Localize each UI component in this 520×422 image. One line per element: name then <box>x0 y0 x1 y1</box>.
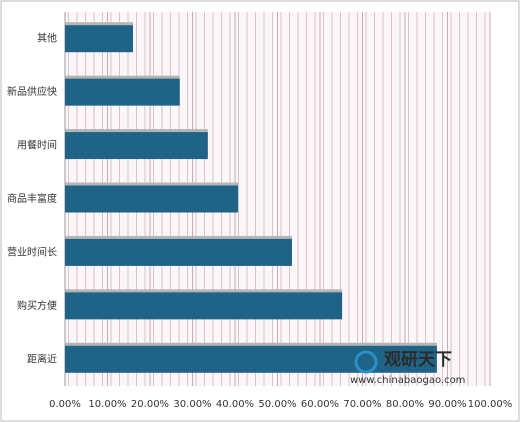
x-tick-label: 0.00% <box>49 399 81 410</box>
x-tick-label: 70.00% <box>343 399 381 410</box>
y-tick-label: 用餐时间 <box>17 139 57 152</box>
watermark-url: www.chinabaogao.com <box>350 375 465 386</box>
y-tick-label: 商品丰富度 <box>7 192 57 205</box>
bar <box>65 238 292 266</box>
x-tick-label: 30.00% <box>173 399 211 410</box>
x-tick-label: 50.00% <box>258 399 296 410</box>
x-tick-label: 80.00% <box>386 399 424 410</box>
bar <box>65 292 343 320</box>
bar <box>65 345 437 373</box>
y-tick-label: 其他 <box>37 32 57 45</box>
x-tick-label: 40.00% <box>216 399 254 410</box>
x-tick-label: 60.00% <box>301 399 339 410</box>
x-tick-label: 10.00% <box>88 399 126 410</box>
bar <box>65 185 238 213</box>
bar <box>65 78 180 106</box>
y-tick-label: 距离近 <box>27 352 57 365</box>
bar <box>65 25 133 53</box>
y-tick-label: 营业时间长 <box>7 245 57 258</box>
watermark-logo <box>354 350 378 374</box>
x-tick-label: 90.00% <box>428 399 466 410</box>
watermark: 观研天下 www.chinabaogao.com <box>350 350 465 386</box>
watermark-name: 观研天下 <box>383 350 452 370</box>
x-tick-label: 20.00% <box>131 399 169 410</box>
bar <box>65 132 208 160</box>
x-tick-label: 100.00% <box>468 399 513 410</box>
y-tick-label: 新品供应快 <box>7 85 57 98</box>
y-tick-label: 购买方便 <box>17 299 57 312</box>
